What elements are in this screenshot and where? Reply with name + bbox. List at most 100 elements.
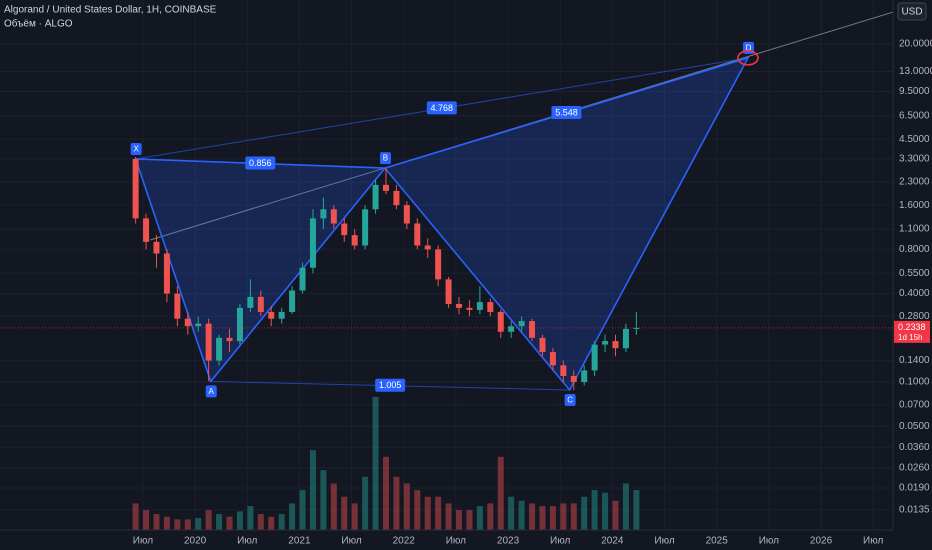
x-tick-label: Июл (863, 536, 883, 547)
price-axis (893, 0, 932, 550)
candle-body (529, 321, 536, 338)
volume-bar (195, 518, 202, 530)
x-tick-label: Июл (446, 536, 466, 547)
volume-bar (320, 470, 327, 530)
volume-bar (299, 490, 306, 530)
y-tick-label: 0.8000 (899, 244, 930, 255)
candle-body (508, 326, 515, 332)
candle-body (581, 370, 588, 383)
volume-bar (143, 510, 150, 530)
overlay: 0.856 1.005 5.548 4.768 X A B C D (0, 41, 893, 406)
candle-body (633, 327, 640, 329)
y-tick-label: 0.0260 (899, 463, 930, 474)
volume-bar (403, 483, 410, 530)
volume-bar (456, 510, 463, 530)
volume-bar (622, 483, 629, 530)
volume-bar (602, 492, 609, 530)
candle-body (435, 249, 442, 280)
volume-bar (518, 500, 525, 530)
x-tick-label: Июл (341, 536, 361, 547)
candle-body (372, 184, 379, 210)
currency-button[interactable] (897, 2, 927, 21)
ratio-label: 4.768 (431, 103, 454, 113)
y-tick-label: 3.3000 (899, 154, 930, 165)
candle-body (320, 209, 327, 219)
x-tick-label: Июл (133, 536, 153, 547)
x-tick-label: Июл (654, 536, 674, 547)
last-price-label: 0.2338 (898, 322, 926, 332)
y-tick-label: 2.3000 (899, 177, 930, 188)
point-badge (379, 152, 391, 165)
candle-body (299, 267, 306, 291)
volume-bar (163, 516, 170, 530)
chart-title: Algorand / United States Dollar, 1H, COI… (4, 5, 217, 16)
candle-body (414, 223, 421, 246)
ratio-label: 5.548 (555, 107, 578, 117)
candle-body (456, 303, 463, 308)
volume-bar (508, 496, 515, 530)
volume-bar (581, 496, 588, 530)
volume-bar (487, 503, 494, 530)
volume-bar (414, 490, 421, 530)
x-tick-label: Июл (237, 536, 257, 547)
candle-body (549, 352, 556, 366)
y-tick-label: 20.0000 (899, 39, 932, 50)
candle-body (184, 318, 191, 327)
candle-body (205, 323, 212, 361)
ratio-label: 0.856 (249, 158, 272, 168)
axes: 20.0000 13.0000 9.5000 6.5000 4.5000 3.3000 2.… (133, 39, 932, 547)
y-tick-label: 0.0190 (899, 483, 930, 494)
candle-body (143, 218, 150, 242)
candle-body (132, 158, 139, 219)
x-tick-label: 2024 (601, 536, 624, 547)
point-label: C (567, 396, 573, 405)
candle-body (153, 241, 160, 254)
volume-bar (309, 450, 316, 530)
candle-body (309, 218, 316, 268)
y-tick-label: 0.5500 (899, 268, 930, 279)
candle-body (247, 296, 254, 308)
candle-body (445, 279, 452, 304)
y-tick-label: 0.1400 (899, 355, 930, 366)
y-tick-label: 9.5000 (899, 86, 930, 97)
candle-body (403, 205, 410, 224)
candle-body (382, 184, 389, 191)
point-badge (564, 393, 576, 406)
currency[interactable]: USD (901, 7, 922, 18)
candle-body (163, 253, 170, 294)
volume-bar (268, 516, 275, 530)
ratio-label: 1.005 (379, 380, 402, 390)
candle-body (257, 296, 264, 312)
candle-body (497, 311, 504, 332)
point-label: D (746, 43, 752, 52)
last-price-badge (894, 320, 930, 343)
volume-bar (476, 506, 483, 530)
candle-body (362, 209, 369, 246)
volume (132, 397, 640, 530)
point-badge (130, 142, 142, 155)
candle-body (174, 293, 181, 319)
volume-bar (466, 510, 473, 530)
candle-body (393, 190, 400, 206)
ratio-badge (245, 156, 276, 170)
point-label: A (209, 387, 215, 396)
point-label: X (133, 145, 139, 154)
volume-bar (633, 490, 640, 530)
candle-body (466, 307, 473, 310)
candle-body (476, 302, 483, 310)
volume-bar (247, 506, 254, 530)
volume-bar (289, 503, 296, 530)
candle-body (622, 328, 629, 349)
candle-body (560, 365, 567, 376)
y-tick-label: 0.1000 (899, 377, 930, 388)
volume-bar (132, 503, 139, 530)
volume-bar (570, 503, 577, 530)
ratio-badge (551, 105, 582, 119)
x-tick-label: Июл (759, 536, 779, 547)
y-tick-label: 6.5000 (899, 110, 930, 121)
candle-body (226, 337, 233, 342)
y-tick-label: 4.5000 (899, 134, 930, 145)
volume-bar (153, 514, 160, 530)
volume-bar (591, 490, 598, 530)
